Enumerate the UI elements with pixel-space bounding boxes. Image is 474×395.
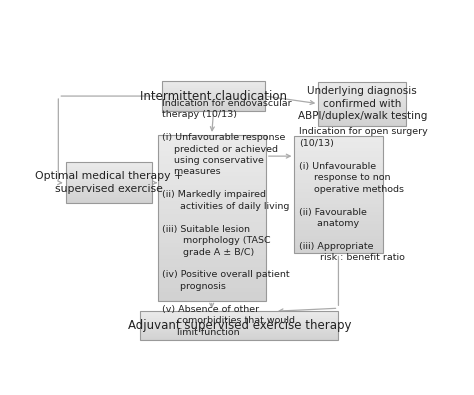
Bar [294,245,383,248]
Bar [162,104,265,105]
Bar [294,221,383,224]
Bar [157,255,266,259]
Bar [140,319,338,320]
Bar [318,82,406,83]
Bar [157,259,266,263]
Bar [294,145,383,148]
Bar [162,85,265,86]
Bar [66,188,152,189]
Bar [318,114,406,115]
Bar [66,202,152,203]
Bar [318,94,406,95]
Bar [294,163,383,166]
Bar [157,226,266,230]
Bar [294,236,383,239]
Bar [294,215,383,218]
Bar [162,100,265,101]
Bar [162,87,265,88]
Bar [66,167,152,168]
Bar [66,186,152,187]
Bar [318,92,406,93]
Bar [294,192,383,195]
Bar [294,195,383,198]
Bar [66,189,152,190]
Bar [66,163,152,164]
Bar [294,201,383,204]
Text: Underlying diagnosis
confirmed with
ABPI/duplex/walk testing: Underlying diagnosis confirmed with ABPI… [298,86,427,122]
Bar [157,292,266,297]
Bar [140,316,338,317]
Bar [157,139,266,143]
Bar [157,151,266,156]
Bar [294,169,383,171]
Bar [162,89,265,90]
Bar [162,94,265,95]
Bar [294,183,383,186]
Bar [318,96,406,97]
Bar [318,85,406,86]
Text: Adjuvant supervised exercise therapy: Adjuvant supervised exercise therapy [128,319,351,332]
Bar [66,182,152,183]
Bar [294,198,383,201]
Bar [318,88,406,89]
Bar [157,239,266,243]
Bar [318,105,406,106]
Bar [66,164,152,165]
Bar [294,186,383,189]
Bar [157,267,266,272]
Bar [66,169,152,170]
Bar [66,196,152,197]
Bar [157,143,266,147]
Bar [162,92,265,93]
Bar [140,315,338,316]
Bar [318,124,406,126]
Bar [140,333,338,334]
Bar [157,218,266,222]
Bar [157,272,266,276]
Bar [157,147,266,151]
Bar [318,98,406,99]
Text: Indication for open surgery
(10/13)

(i) Unfavourable
     response to non
     : Indication for open surgery (10/13) (i) … [299,128,428,262]
Bar [157,205,266,209]
Bar [162,102,265,103]
Bar [294,180,383,183]
Bar [66,162,152,163]
Bar [318,120,406,121]
Bar [140,321,338,322]
Text: Optimal medical therapy +
supervised exercise: Optimal medical therapy + supervised exe… [35,171,183,194]
Bar [294,157,383,160]
Bar [66,195,152,196]
Bar [157,197,266,201]
Bar [66,166,152,167]
Bar [294,177,383,180]
Bar [162,99,265,100]
Bar [162,106,265,107]
Bar [162,98,265,99]
Bar [66,201,152,202]
Bar [66,191,152,192]
Bar [318,103,406,105]
Bar [66,193,152,194]
Bar [157,234,266,239]
Bar [157,280,266,284]
Bar [140,332,338,333]
Bar [294,171,383,175]
Bar [140,337,338,338]
Bar [162,108,265,109]
Bar [66,171,152,173]
Bar [157,288,266,292]
Bar [140,329,338,330]
Bar [294,227,383,230]
Bar [66,165,152,166]
Bar [157,176,266,181]
Text: Indication for endovascular
therapy (10/13)

(i) Unfavourable response
    predi: Indication for endovascular therapy (10/… [162,99,295,337]
Bar [294,242,383,245]
Bar [294,166,383,169]
Bar [157,297,266,301]
Bar [66,181,152,182]
Bar [294,136,383,139]
Bar [294,142,383,145]
Bar [294,154,383,157]
Bar [157,214,266,218]
Bar [162,105,265,106]
